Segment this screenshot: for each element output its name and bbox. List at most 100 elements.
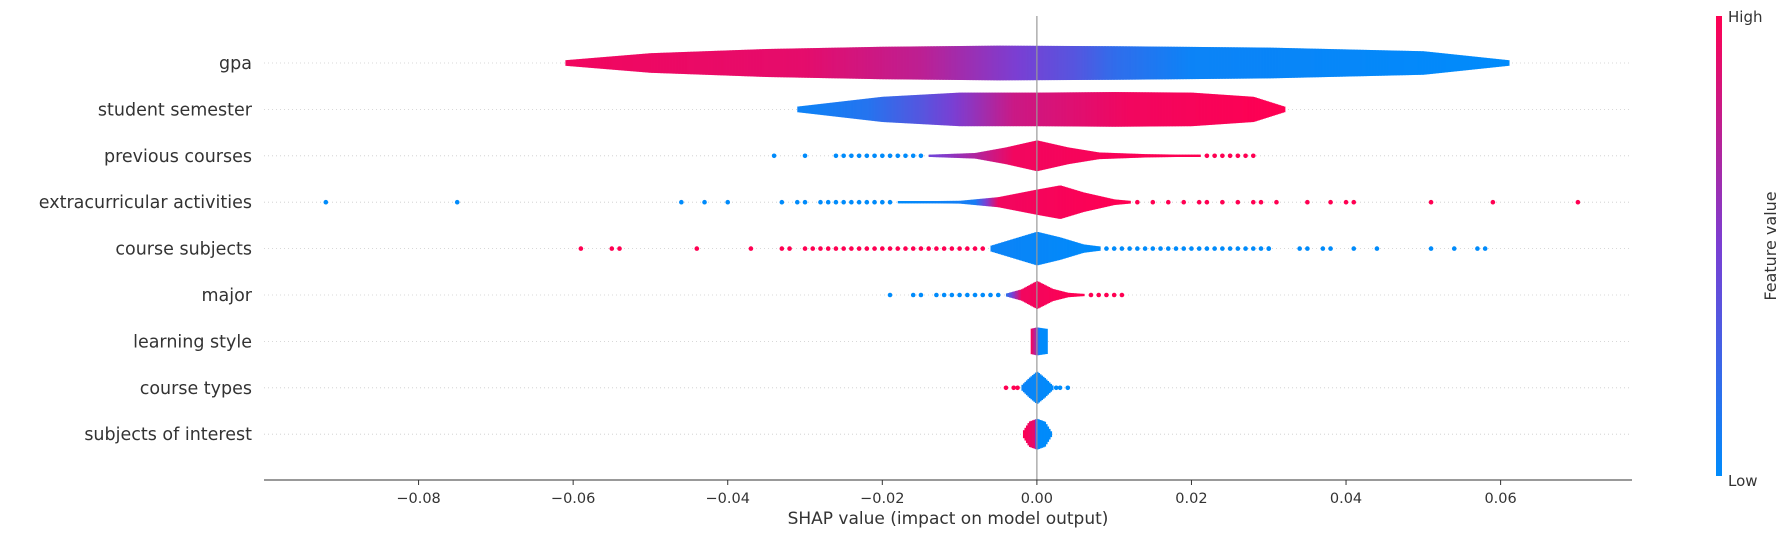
violin-slice — [920, 94, 923, 125]
violin-slice — [905, 95, 908, 124]
violin-slice — [1426, 51, 1429, 75]
violin-slice — [1250, 96, 1253, 123]
violin-slice — [1094, 245, 1097, 252]
violin-slice — [1319, 48, 1323, 78]
violin-slice — [1170, 154, 1173, 158]
violin-slice — [1155, 92, 1158, 127]
violin-slice — [1049, 287, 1052, 303]
violin-slice — [1007, 195, 1010, 210]
violin-slice — [1107, 152, 1110, 159]
violin-slice — [664, 52, 667, 74]
violin-slice — [1110, 198, 1113, 206]
violin-slice — [1363, 49, 1366, 77]
violin-slice — [1025, 92, 1028, 127]
violin-slice — [1295, 48, 1299, 78]
violin-slice — [821, 103, 824, 116]
violin-slice — [981, 151, 984, 160]
violin-slice — [1043, 421, 1047, 447]
violin-slice — [1100, 92, 1103, 127]
violin-slice — [1080, 243, 1083, 254]
violin-slice — [1089, 245, 1092, 252]
violin-slice — [1125, 92, 1128, 127]
violin-slice — [751, 49, 754, 77]
violin-slice — [1027, 378, 1030, 397]
violin-slice — [1085, 244, 1088, 253]
outlier-point — [779, 246, 785, 251]
violin-slice — [914, 201, 917, 204]
violin-slice — [1026, 92, 1029, 127]
violin-slice — [1156, 46, 1159, 80]
outlier-point — [1250, 246, 1256, 251]
violin-slice — [1197, 154, 1200, 157]
violin-slice — [887, 46, 891, 80]
violin-slice — [972, 92, 975, 127]
violin-slice — [1062, 291, 1066, 299]
violin-slice — [908, 95, 911, 124]
violin-slice — [804, 105, 807, 114]
violin-slice — [1264, 47, 1267, 79]
outlier-point — [748, 246, 754, 251]
violin-slice — [1017, 92, 1020, 127]
violin-slice — [1040, 188, 1043, 216]
violin-slice — [1022, 192, 1025, 213]
violin-slice — [643, 53, 646, 73]
feature-row: learning style — [133, 327, 1632, 356]
violin-slice — [1107, 198, 1110, 207]
outlier-point — [1212, 246, 1217, 251]
violin-slice — [1267, 47, 1270, 79]
violin-slice — [812, 48, 816, 78]
violin-slice — [873, 97, 876, 122]
violin-slice — [1054, 45, 1057, 81]
violin-slice — [623, 55, 627, 71]
violin-slice — [1119, 199, 1122, 205]
violin-slice — [996, 197, 999, 208]
violin-slice — [1421, 51, 1425, 75]
violin-slice — [916, 46, 919, 80]
violin-slice — [1211, 94, 1214, 125]
violin-slice — [1064, 45, 1068, 81]
violin-slice — [1091, 245, 1094, 252]
outlier-point — [1227, 246, 1233, 251]
violin-slice — [1075, 46, 1078, 80]
outlier-point — [833, 153, 839, 159]
violin-slice — [1023, 235, 1026, 262]
violin-slice — [1417, 51, 1420, 75]
outlier-point — [880, 199, 885, 205]
violin-slice — [674, 52, 678, 74]
violin-slice — [1144, 46, 1147, 80]
violin-slice — [1062, 146, 1065, 166]
violin-slice — [1027, 423, 1030, 446]
violin-slice — [857, 47, 861, 79]
violin-slice — [739, 49, 742, 77]
violin-slice — [1184, 92, 1187, 127]
violin-slice — [1310, 48, 1314, 78]
violin-slice — [888, 96, 891, 123]
violin-slice — [1084, 150, 1087, 162]
violin-slice — [1068, 92, 1071, 127]
violin-slice — [1042, 328, 1045, 355]
violin-slice — [1067, 239, 1070, 258]
violin-slice — [1107, 92, 1110, 127]
violin-slice — [824, 47, 828, 79]
violin-slice — [1046, 187, 1049, 217]
violin-slice — [874, 46, 877, 80]
outlier-point — [1258, 246, 1264, 251]
violin-slice — [835, 47, 838, 79]
violin-slice — [842, 101, 845, 118]
violin-slice — [945, 154, 948, 158]
violin-slice — [999, 148, 1002, 164]
violin-slice — [1055, 92, 1058, 127]
outlier-point — [1057, 385, 1063, 391]
violin-slice — [589, 58, 592, 68]
violin-slice — [1048, 382, 1051, 394]
violin-slice — [1199, 46, 1203, 80]
violin-slice — [1048, 428, 1051, 440]
violin-slice — [809, 105, 812, 114]
violin-slice — [1017, 144, 1020, 167]
violin-slice — [826, 47, 829, 79]
violin-slice — [1065, 292, 1069, 298]
violin-slice — [1039, 420, 1042, 449]
violin-slice — [1028, 92, 1031, 127]
violin-slice — [870, 98, 873, 121]
violin-slice — [844, 47, 847, 79]
